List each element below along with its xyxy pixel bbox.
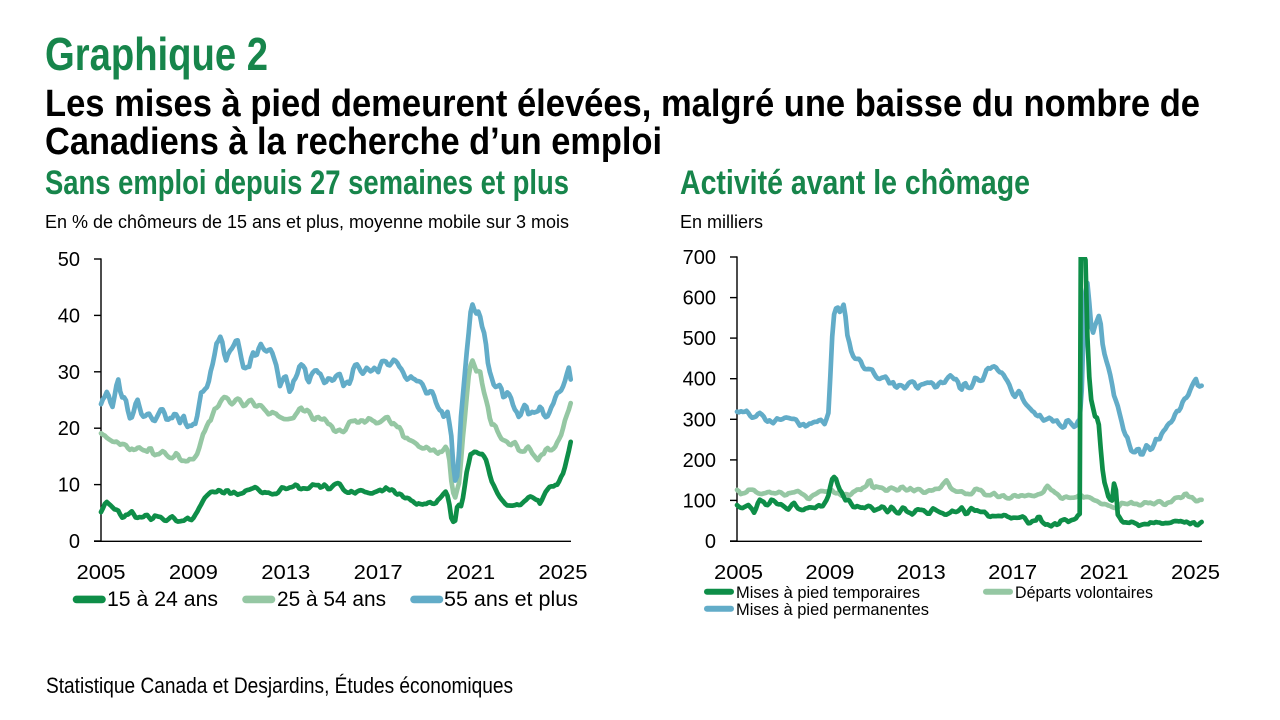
svg-text:2021: 2021 xyxy=(1080,562,1129,584)
svg-text:2013: 2013 xyxy=(261,562,310,584)
svg-text:2009: 2009 xyxy=(805,562,854,584)
svg-text:2009: 2009 xyxy=(169,562,218,584)
svg-text:Statistique Canada et Desjardi: Statistique Canada et Desjardins, Études… xyxy=(46,673,513,698)
svg-text:2025: 2025 xyxy=(539,562,588,584)
svg-text:2005: 2005 xyxy=(77,562,126,584)
svg-text:40: 40 xyxy=(58,305,80,327)
svg-text:55 ans et plus: 55 ans et plus xyxy=(444,588,578,611)
svg-text:Les mises à pied demeurent éle: Les mises à pied demeurent élevées, malg… xyxy=(45,83,1200,125)
svg-text:Sans emploi depuis 27 semaines: Sans emploi depuis 27 semaines et plus xyxy=(45,164,569,202)
svg-text:500: 500 xyxy=(683,328,716,350)
svg-text:Départs volontaires: Départs volontaires xyxy=(1015,584,1153,602)
svg-text:2017: 2017 xyxy=(354,562,403,584)
svg-text:2021: 2021 xyxy=(446,562,495,584)
svg-text:50: 50 xyxy=(58,249,80,271)
svg-text:400: 400 xyxy=(683,369,716,391)
svg-text:0: 0 xyxy=(705,531,716,553)
svg-text:2005: 2005 xyxy=(714,562,763,584)
svg-text:En % de chômeurs de 15 ans et: En % de chômeurs de 15 ans et plus, moye… xyxy=(45,212,569,232)
svg-text:Mises à pied temporaires: Mises à pied temporaires xyxy=(736,584,920,602)
svg-text:300: 300 xyxy=(683,409,716,431)
svg-text:En milliers: En milliers xyxy=(680,212,763,232)
svg-text:100: 100 xyxy=(683,490,716,512)
svg-text:Mises à pied permanentes: Mises à pied permanentes xyxy=(736,601,929,619)
svg-text:600: 600 xyxy=(683,288,716,310)
svg-text:2025: 2025 xyxy=(1171,562,1220,584)
svg-text:2013: 2013 xyxy=(897,562,946,584)
svg-text:0: 0 xyxy=(69,531,80,553)
svg-text:15 à 24 ans: 15 à 24 ans xyxy=(107,588,218,611)
svg-text:2017: 2017 xyxy=(988,562,1037,584)
svg-text:25 à 54 ans: 25 à 54 ans xyxy=(277,588,386,611)
svg-text:10: 10 xyxy=(58,475,80,497)
svg-text:Graphique 2: Graphique 2 xyxy=(45,28,268,80)
svg-text:700: 700 xyxy=(683,247,716,269)
svg-text:200: 200 xyxy=(683,450,716,472)
svg-text:30: 30 xyxy=(58,362,80,384)
svg-text:Canadiens à la recherche d’un: Canadiens à la recherche d’un emploi xyxy=(45,121,662,163)
svg-text:Activité avant le chômage: Activité avant le chômage xyxy=(680,164,1030,202)
svg-text:20: 20 xyxy=(58,418,80,440)
